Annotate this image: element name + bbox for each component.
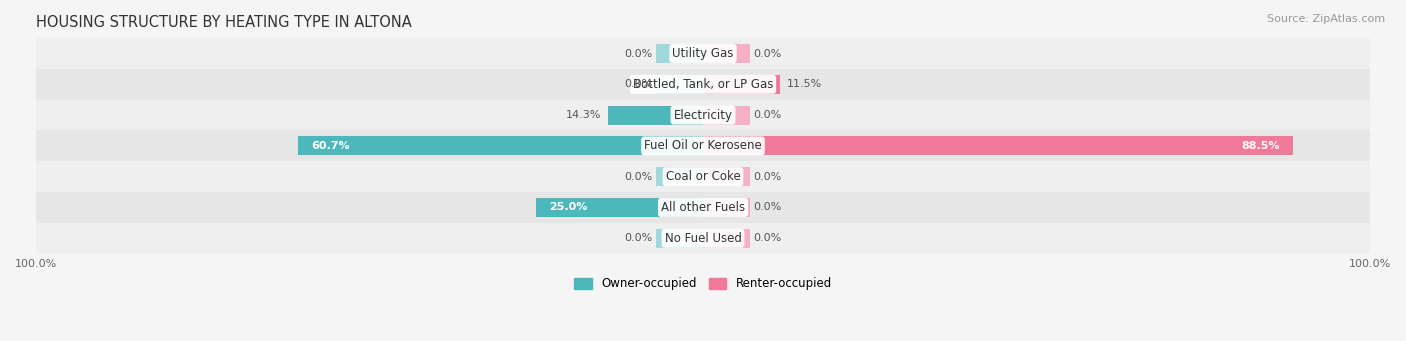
Bar (37, 69, 1369, 100)
Bar (703, 167, 749, 186)
Text: Fuel Oil or Kerosene: Fuel Oil or Kerosene (644, 139, 762, 152)
Text: Bottled, Tank, or LP Gas: Bottled, Tank, or LP Gas (633, 78, 773, 91)
Bar (536, 198, 703, 217)
Text: 0.0%: 0.0% (754, 203, 782, 212)
Bar (37, 131, 1369, 161)
Bar (703, 198, 749, 217)
Bar (657, 167, 703, 186)
Text: Coal or Coke: Coal or Coke (665, 170, 741, 183)
Text: 0.0%: 0.0% (624, 172, 652, 182)
Text: 0.0%: 0.0% (754, 233, 782, 243)
Bar (657, 75, 703, 94)
Bar (37, 100, 1369, 131)
Text: Electricity: Electricity (673, 108, 733, 122)
Bar (703, 106, 749, 125)
Bar (657, 229, 703, 248)
Bar (703, 136, 1294, 155)
Text: 0.0%: 0.0% (624, 48, 652, 59)
Bar (37, 192, 1369, 223)
Text: All other Fuels: All other Fuels (661, 201, 745, 214)
Text: No Fuel Used: No Fuel Used (665, 232, 741, 245)
Text: Utility Gas: Utility Gas (672, 47, 734, 60)
Text: 11.5%: 11.5% (786, 79, 821, 89)
Text: 0.0%: 0.0% (754, 172, 782, 182)
Text: 88.5%: 88.5% (1241, 141, 1279, 151)
Bar (703, 75, 780, 94)
Text: 0.0%: 0.0% (754, 48, 782, 59)
Text: HOUSING STRUCTURE BY HEATING TYPE IN ALTONA: HOUSING STRUCTURE BY HEATING TYPE IN ALT… (37, 15, 412, 30)
Bar (37, 161, 1369, 192)
Bar (607, 106, 703, 125)
Bar (37, 38, 1369, 69)
Text: Source: ZipAtlas.com: Source: ZipAtlas.com (1267, 14, 1385, 24)
Text: 60.7%: 60.7% (312, 141, 350, 151)
Legend: Owner-occupied, Renter-occupied: Owner-occupied, Renter-occupied (569, 273, 837, 295)
Bar (703, 229, 749, 248)
Text: 0.0%: 0.0% (754, 110, 782, 120)
Bar (37, 223, 1369, 254)
Bar (657, 44, 703, 63)
Bar (703, 44, 749, 63)
Text: 25.0%: 25.0% (550, 203, 588, 212)
Text: 0.0%: 0.0% (624, 79, 652, 89)
Bar (298, 136, 703, 155)
Text: 0.0%: 0.0% (624, 233, 652, 243)
Text: 14.3%: 14.3% (565, 110, 600, 120)
